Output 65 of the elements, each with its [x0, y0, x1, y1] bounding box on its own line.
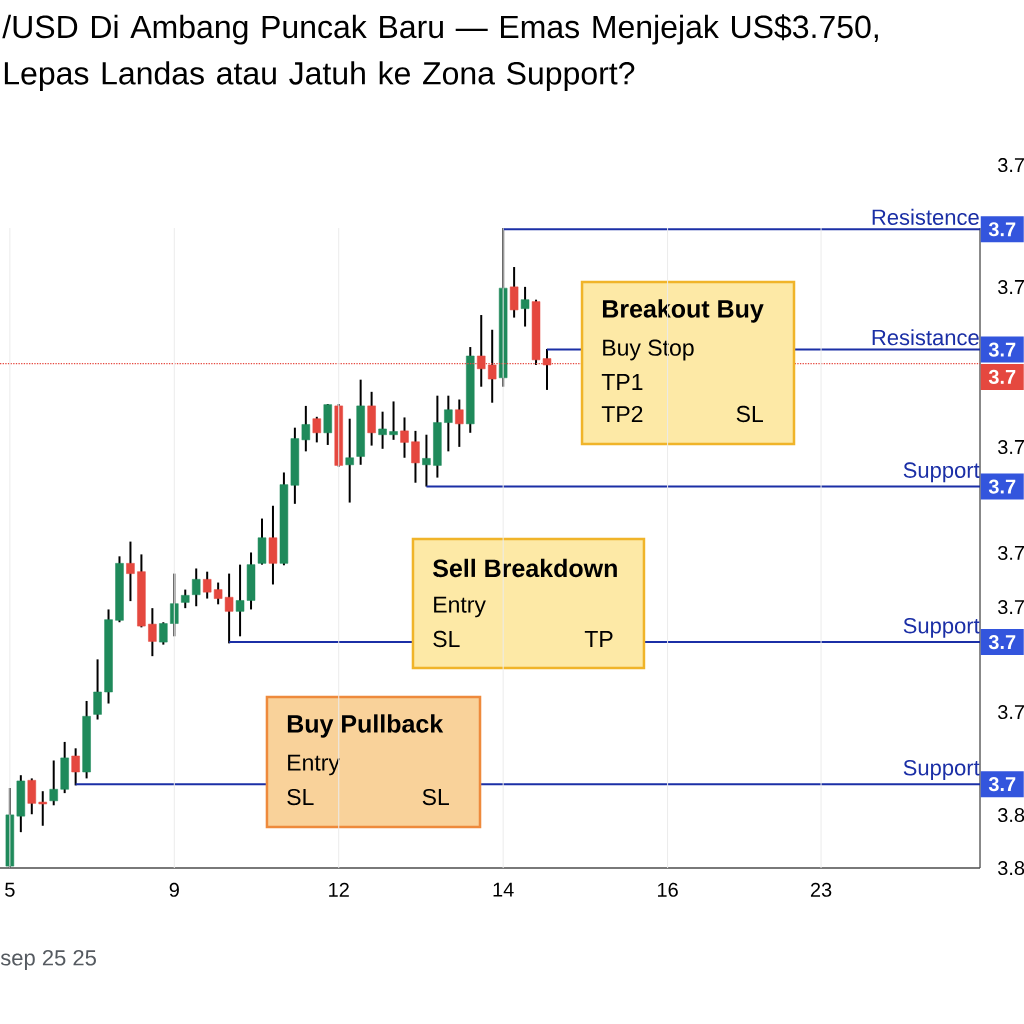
- ref-line-label: Support: [903, 462, 980, 483]
- text: 3.7: [997, 157, 1024, 173]
- ref-line-label: Support: [903, 759, 980, 780]
- annotation: Buy Pullback: [287, 714, 444, 738]
- candlestick: [509, 266, 519, 319]
- annotation: Entry: [434, 596, 486, 618]
- text: 3.8: [997, 807, 1024, 823]
- candlestick: [345, 417, 354, 504]
- annotation: Buy Stop: [603, 339, 694, 361]
- annotation: TP: [584, 631, 613, 647]
- candlestick: [38, 790, 47, 827]
- annotation: Sell Breakdown: [432, 558, 617, 578]
- candlestick: [181, 588, 190, 610]
- text: 3.7: [997, 439, 1024, 455]
- annotation: Breakout Buy: [602, 299, 764, 323]
- candlestick: [202, 570, 212, 600]
- text: sep 25 25: [0, 950, 96, 970]
- candlestick: [400, 416, 409, 459]
- text: 3.7: [988, 634, 1016, 650]
- text: 3.7: [997, 545, 1024, 561]
- ref-line-label: Resistance: [872, 329, 979, 346]
- candlestick: [192, 567, 201, 608]
- candlestick: [159, 621, 168, 646]
- annotation: SL: [736, 405, 763, 423]
- x-tick-label: 16: [657, 882, 678, 897]
- annotation: SL: [287, 788, 314, 806]
- text: 3.7: [997, 704, 1024, 720]
- annotation: Entry: [288, 754, 340, 776]
- text: 3.8: [997, 860, 1024, 876]
- text: 3.7: [997, 279, 1024, 295]
- candlestick: [213, 581, 223, 606]
- text: 3.7: [988, 342, 1016, 357]
- candlestick: [148, 607, 157, 658]
- candlestick: [224, 572, 234, 645]
- ref-line-label: Resistence: [872, 208, 979, 225]
- candlestick: [520, 285, 530, 328]
- annotation: TP1: [601, 374, 643, 390]
- candlestick: [49, 759, 58, 807]
- text: 3.7: [988, 479, 1016, 494]
- text: 3.7: [988, 222, 1016, 237]
- candlestick: [71, 747, 80, 787]
- candlestick: [422, 433, 431, 488]
- annotation: SL: [422, 788, 449, 806]
- annotation: SL: [433, 630, 460, 648]
- x-tick-label: 23: [810, 882, 832, 897]
- candlestick: [411, 429, 420, 484]
- ref-line-label: Support: [903, 617, 980, 638]
- x-tick-label: 12: [329, 882, 349, 897]
- chart-title: /USD Di Ambang Puncak Baru — Emas Menjejak US$3.750, Lepas Landas atau Jatuh ke Zona Support?: [2, 14, 878, 91]
- text: 3.7: [988, 369, 1016, 385]
- candlestick: [93, 658, 102, 721]
- candlestick: [126, 540, 135, 603]
- text: 3.7: [997, 599, 1024, 615]
- candlestick: [301, 404, 311, 453]
- candlestick: [312, 415, 322, 444]
- x-tick-label: 14: [493, 882, 514, 897]
- candlestick: [444, 394, 453, 453]
- candlestick: [378, 410, 387, 450]
- candlestick: [27, 777, 37, 816]
- candlestick: [455, 398, 464, 448]
- x-tick-label: 9: [169, 882, 179, 897]
- x-tick-label: 5: [5, 882, 15, 897]
- candlestick: [389, 400, 398, 441]
- text: 3.7: [988, 777, 1016, 792]
- annotation: TP2: [601, 405, 643, 423]
